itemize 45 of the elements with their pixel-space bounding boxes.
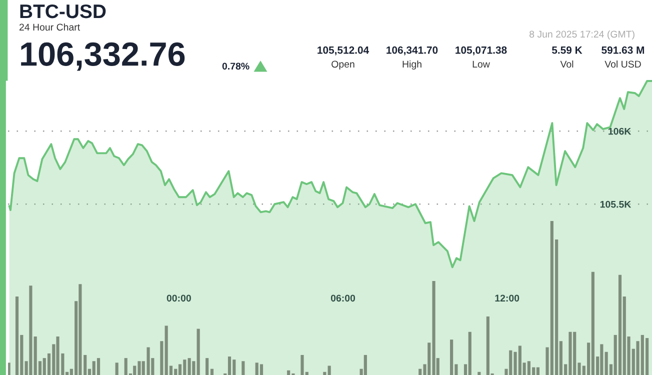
bar [242,361,245,375]
text: Vol [560,60,574,68]
text: High [402,60,422,70]
bar [29,286,32,375]
bar [8,362,10,375]
bar [188,358,191,375]
bar [228,356,232,375]
text: 5.59 K [552,46,582,54]
bar [450,340,454,375]
bar [328,366,331,375]
text: 105,071.38 [456,46,507,56]
text: Vol USD [604,60,641,68]
chart-subtitle: 24 Hour Chart [19,23,80,31]
bar [618,274,622,375]
text: Open [332,60,354,70]
bar [84,354,87,375]
text: 106,332.76 [21,42,185,71]
bar [600,344,604,375]
text: 0.78% [222,62,250,70]
y-tick-label: 105.5K [600,200,632,208]
x-tick-label: 00:00 [166,294,191,302]
bar [210,368,214,375]
bar [478,372,481,375]
bar [78,284,82,375]
text: 106,341.70 [386,46,438,56]
bar [96,358,100,375]
text: 105,512.04 [318,46,370,56]
x-tick-label: 12:00 [495,294,520,302]
bar [364,354,367,375]
bar [468,332,472,375]
x-tick-label: 06:00 [330,294,356,302]
bar [160,341,164,375]
text: 591.63 M [602,46,644,54]
bar [115,362,118,375]
bar [15,296,19,375]
bar [323,372,326,375]
bar [192,361,196,375]
bar [260,364,264,375]
bar [196,328,200,375]
text: Low [472,60,490,68]
y-tick-label: 106K [608,128,632,135]
bar [536,367,540,375]
bar [206,358,209,375]
chart-title: BTC-USD [20,4,106,18]
text: 8 Jun 2025 17:24 (GMT) [530,30,634,40]
